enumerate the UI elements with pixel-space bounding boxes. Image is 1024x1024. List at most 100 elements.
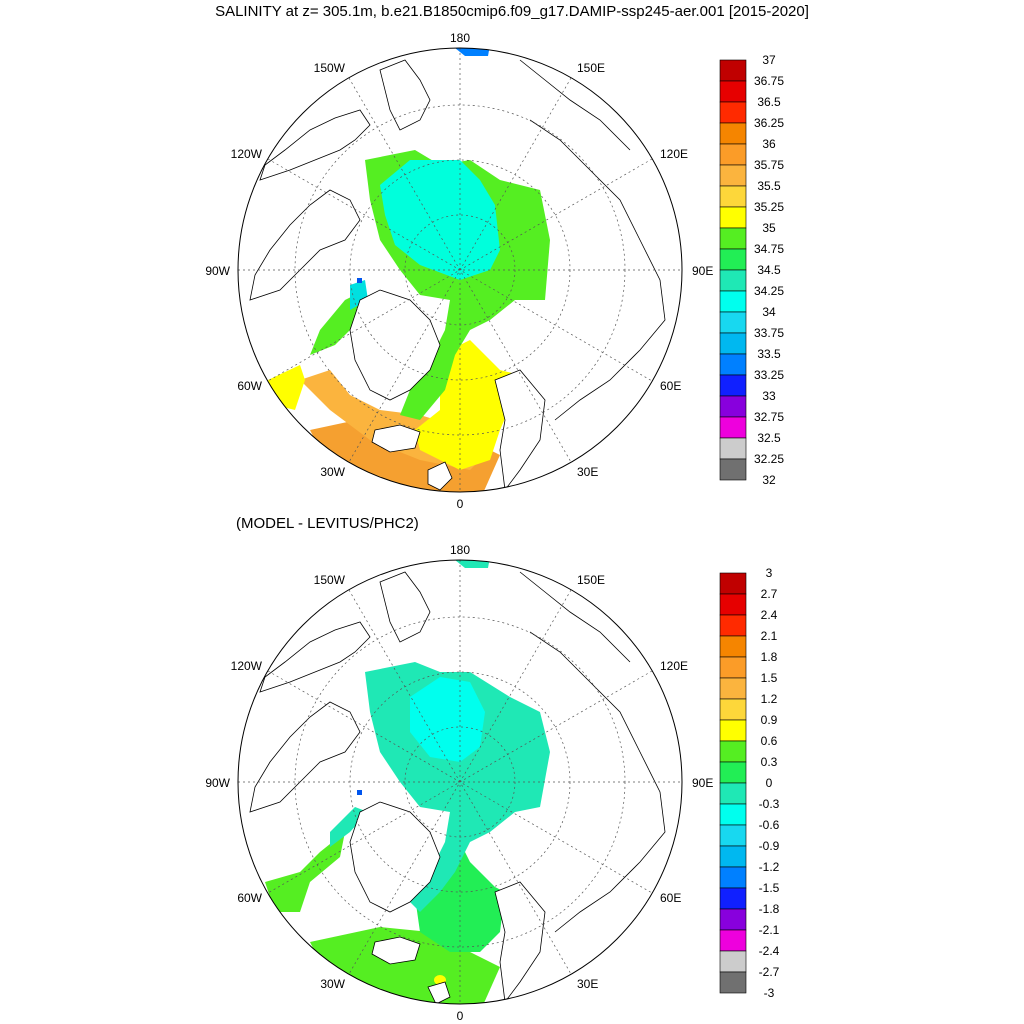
colorbar-label: 33.25 (754, 368, 784, 382)
longitude-labels: 180 0 90W 90E 150W 150E 120W 120E 60W 60… (205, 31, 713, 511)
lon-label-120w: 120W (231, 147, 263, 161)
figure-title: SALINITY at z= 305.1m, b.e21.B1850cmip6.… (215, 3, 809, 20)
colorbar-swatch (719, 971, 747, 994)
colorbar-label: -2.7 (759, 965, 780, 979)
colorbar-swatch (719, 698, 747, 721)
colorbar-label: -1.2 (759, 860, 780, 874)
colorbar-label: 32.25 (754, 452, 784, 466)
lon-label-180: 180 (450, 31, 470, 45)
colorbar-swatch (719, 908, 747, 931)
colorbar-label: 33.75 (754, 326, 784, 340)
lon-label-90e: 90E (692, 776, 713, 790)
lon-label-150e: 150E (577, 573, 605, 587)
colorbar-label: 1.2 (761, 692, 778, 706)
lon-label-60w: 60W (237, 891, 262, 905)
colorbar-swatch (719, 164, 747, 187)
colorbar-label: 1.5 (761, 671, 778, 685)
colorbar-swatch (719, 80, 747, 103)
colorbar-label: 0 (766, 776, 773, 790)
land-scandinavia (494, 881, 546, 1004)
colorbar-swatch (719, 290, 747, 313)
map-boundary (237, 559, 683, 1005)
colorbar-label: 34 (762, 305, 776, 319)
colorbar-swatch (719, 353, 747, 376)
colorbar-label: 35 (762, 221, 776, 235)
colorbar-swatch (719, 143, 747, 166)
colorbar-label: -1.5 (759, 881, 780, 895)
salinity-panel: 180 0 90W 90E 150W 150E 120W 120E 60W 60… (205, 31, 784, 511)
colorbar-label: -1.8 (759, 902, 780, 916)
lon-label-30w: 30W (320, 465, 345, 479)
colorbar-label: 36.75 (754, 74, 784, 88)
lon-label-60e: 60E (660, 379, 681, 393)
colorbar-label: -0.6 (759, 818, 780, 832)
colorbar-label: 34.5 (757, 263, 781, 277)
colorbar-label: -0.9 (759, 839, 780, 853)
colorbar-swatch (719, 740, 747, 763)
colorbar-label: 35.25 (754, 200, 784, 214)
colorbar-label: 33 (762, 389, 776, 403)
land-greenland (349, 801, 441, 913)
land-iceland (371, 424, 421, 453)
land-alaska (379, 59, 431, 131)
lon-label-120e: 120E (660, 147, 688, 161)
colorbar-swatch (719, 572, 747, 595)
lon-label-30e: 30E (577, 465, 598, 479)
colorbar-label: 36 (762, 137, 776, 151)
lon-label-120w: 120W (231, 659, 263, 673)
region-beaufort-edge (455, 48, 490, 56)
colorbar-label: 0.9 (761, 713, 778, 727)
lon-label-60e: 60E (660, 891, 681, 905)
land-iceland (371, 936, 421, 965)
colorbar-swatch (719, 929, 747, 952)
lon-label-60w: 60W (237, 379, 262, 393)
colorbar-swatch (719, 824, 747, 847)
lon-label-0: 0 (457, 1009, 464, 1023)
colorbar-swatch (719, 269, 747, 292)
colorbar-label: 35.5 (757, 179, 781, 193)
colorbar-swatch (719, 656, 747, 679)
lon-label-90w: 90W (205, 264, 230, 278)
lon-label-90e: 90E (692, 264, 713, 278)
colorbar-label: 1.8 (761, 650, 778, 664)
colorbar-swatch (719, 227, 747, 250)
colorbar-swatch (719, 416, 747, 439)
colorbar-swatch (719, 437, 747, 460)
colorbar-label: 37 (762, 53, 776, 67)
lon-label-30w: 30W (320, 977, 345, 991)
region-fresh-spot (357, 790, 362, 795)
colorbar-label: -3 (764, 986, 775, 1000)
map-boundary (237, 47, 683, 493)
land-siberia (519, 59, 666, 421)
ocean-fields (249, 48, 666, 492)
colorbar-label: 2.1 (761, 629, 778, 643)
colorbar-label: 2.7 (761, 587, 778, 601)
colorbar-swatch (719, 374, 747, 397)
colorbar-label: 34.25 (754, 284, 784, 298)
colorbar-label: 34.75 (754, 242, 784, 256)
region-central-arctic (380, 160, 500, 280)
graticule (238, 560, 682, 1004)
colorbar-swatch (719, 59, 747, 82)
land-greenland (349, 289, 441, 401)
lon-label-0: 0 (457, 497, 464, 511)
salinity-map: 180 0 90W 90E 150W 150E 120W 120E 60W 60… (205, 31, 784, 511)
colorbar-swatch (719, 122, 747, 145)
colorbar-label: 0.3 (761, 755, 778, 769)
region-labrador-yellow (268, 365, 305, 410)
colorbar-swatch (719, 887, 747, 910)
colorbar-label: 35.75 (754, 158, 784, 172)
colorbar-label: 2.4 (761, 608, 778, 622)
land-canadian-archipelago (249, 621, 371, 813)
lon-label-30e: 30E (577, 977, 598, 991)
colorbar-swatch (719, 866, 747, 889)
colorbar-swatch (719, 719, 747, 742)
salinity-colorbar: 37 36.75 36.5 36.25 36 35.75 35.5 35.25 35 34.75 3… (719, 53, 784, 487)
colorbar-label: 32.5 (757, 431, 781, 445)
region-beaufort-edge (455, 560, 490, 568)
colorbar-label: 32.75 (754, 410, 784, 424)
colorbar-swatch (719, 332, 747, 355)
colorbar-swatch (719, 185, 747, 208)
lon-label-150w: 150W (314, 573, 346, 587)
colorbar-label: 32 (762, 473, 776, 487)
